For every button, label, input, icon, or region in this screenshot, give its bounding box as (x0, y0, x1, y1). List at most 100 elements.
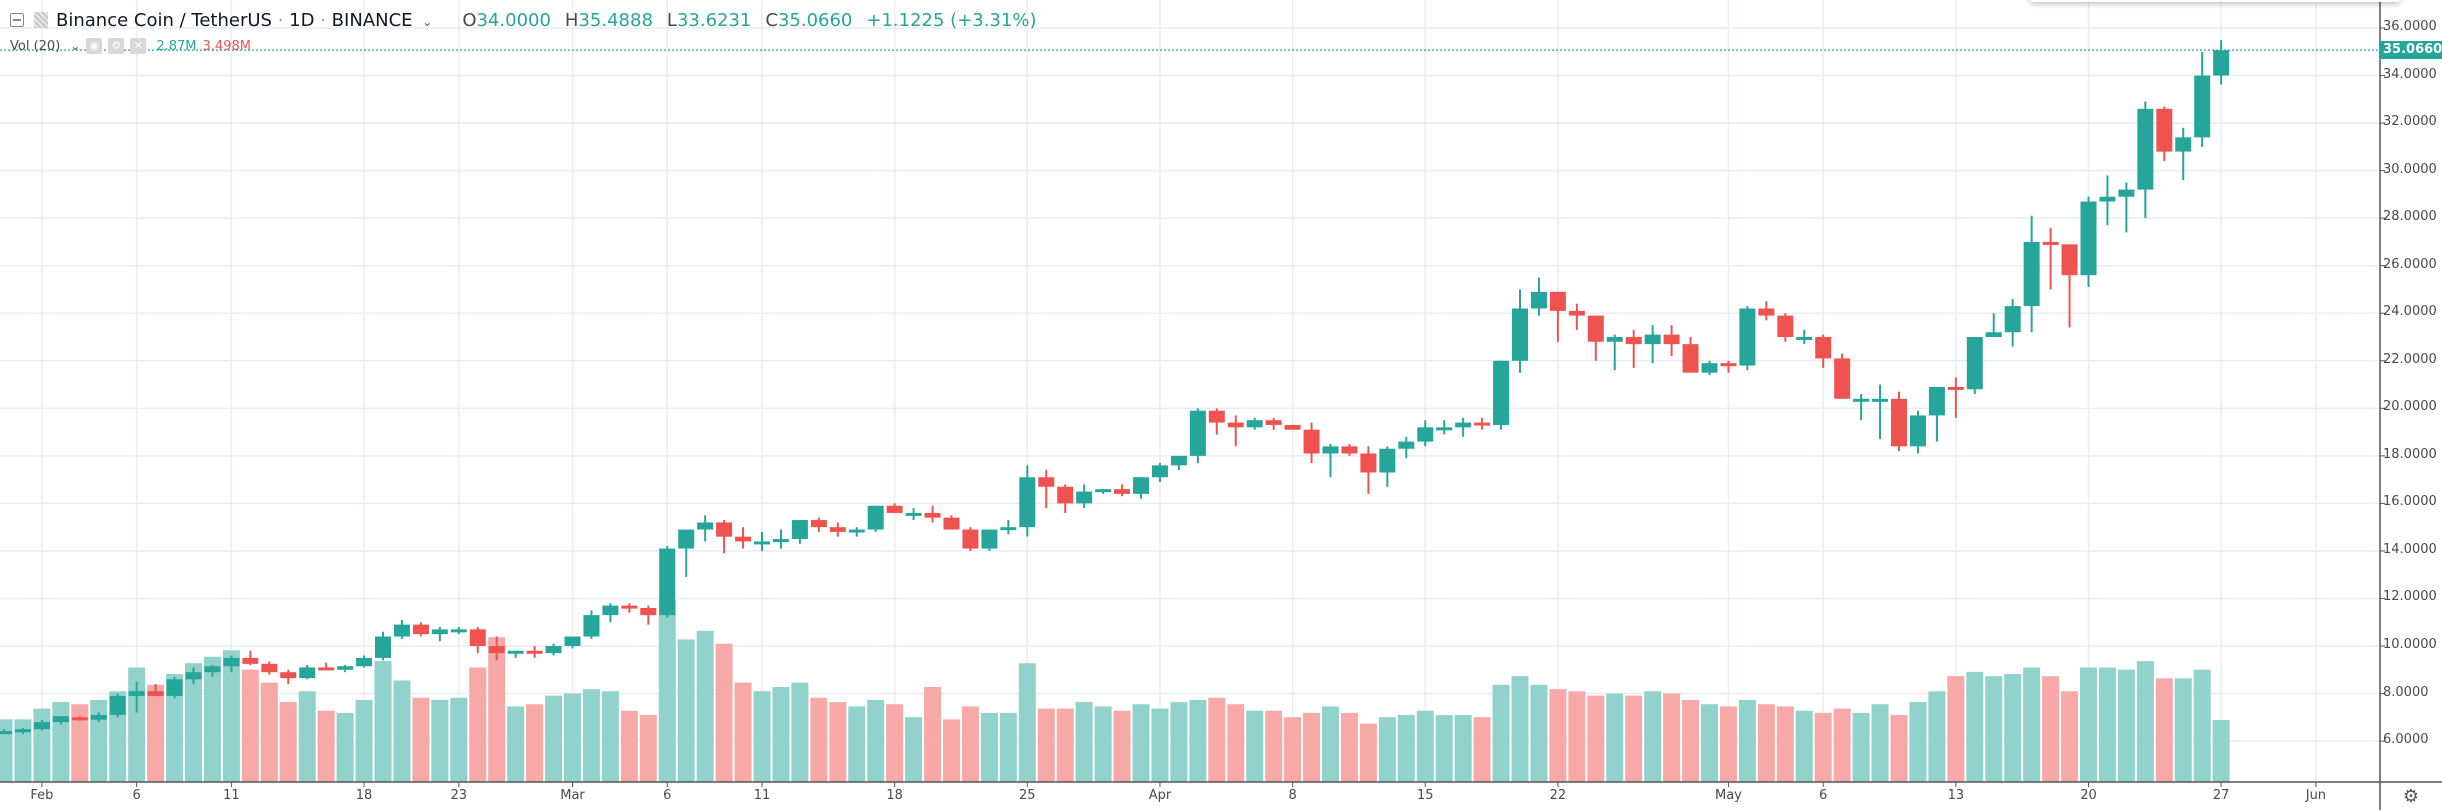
volume-bar (2023, 667, 2041, 782)
volume-bar (241, 669, 259, 782)
volume-bar (1189, 699, 1207, 782)
time-tick-label: 6 (132, 788, 141, 803)
candle-body (1947, 386, 1964, 390)
volume-bar (1985, 676, 2003, 782)
candle-body (14, 729, 31, 733)
price-tick-label: 28.0000 (2383, 209, 2437, 225)
candle-body (1474, 422, 1491, 426)
candle-body (1928, 386, 1945, 416)
volume-title[interactable]: Vol (20) (10, 38, 61, 54)
volume-bar (374, 661, 392, 782)
candle-body (848, 529, 865, 533)
close-value: 35.0660 (777, 9, 853, 31)
volume-bar (1530, 684, 1548, 782)
volume-bar (867, 699, 885, 782)
candle-body (1758, 308, 1775, 316)
volume-bar (564, 693, 581, 782)
candle-body (962, 529, 979, 549)
volume-bar (279, 702, 297, 782)
candle-body (1891, 398, 1907, 447)
candle-body (299, 667, 316, 679)
candle-body (1701, 363, 1718, 373)
candle-body (1246, 420, 1263, 428)
volume-bar (715, 643, 733, 782)
separator: · (320, 9, 326, 31)
volume-bar (336, 712, 354, 782)
candle-body (2118, 189, 2135, 197)
chevron-down-icon[interactable]: ⌄ (70, 39, 81, 53)
volume-bar (71, 704, 89, 782)
eye-icon[interactable]: ◉ (86, 38, 103, 54)
volume-bar (317, 710, 335, 782)
close-icon[interactable]: ✕ (130, 38, 147, 54)
candle-body (52, 716, 69, 723)
gear-icon[interactable]: ⚙ (2402, 786, 2420, 807)
candle-body (375, 636, 391, 658)
volume-bar (166, 674, 184, 782)
symbol-title: Binance Coin / TetherUS (56, 9, 272, 31)
candle-body (0, 731, 12, 735)
volume-bar (1738, 699, 1756, 782)
volume-bar (507, 706, 525, 782)
volume-bar (450, 697, 468, 782)
candle-body (867, 505, 884, 530)
volume-bar (2117, 669, 2135, 782)
volume-bar (810, 697, 828, 782)
volume-bar (1606, 693, 1624, 782)
candle-body (1606, 337, 1623, 342)
collapse-icon[interactable] (10, 13, 24, 27)
candle-body (1057, 486, 1074, 504)
volume-bar (2193, 669, 2211, 782)
candle-body (602, 605, 619, 616)
candle-body (1379, 448, 1396, 473)
candle-body (1853, 398, 1870, 402)
candle-body (128, 691, 145, 696)
volume-bar (1340, 712, 1358, 782)
candle-body (337, 666, 354, 670)
volume-bar (1568, 691, 1586, 782)
time-tick-label: Feb (30, 788, 54, 803)
candle-body (1265, 420, 1282, 425)
volume-bar (355, 699, 373, 782)
candle-body (393, 624, 410, 637)
candle-body (223, 657, 240, 667)
time-tick-label: 13 (1947, 788, 1965, 803)
candle-body (829, 527, 846, 532)
volume-bar (1928, 691, 1946, 782)
volume-bar (1644, 691, 1662, 782)
candle-body (981, 529, 998, 549)
candle-body (545, 646, 562, 654)
volume-legend: Vol (20) ⌄ ◉ ⚙ ✕ 2.87M 3.498M (10, 36, 251, 56)
chevron-down-icon[interactable]: ⌄ (422, 14, 433, 29)
candle-body (2042, 241, 2059, 245)
candle-body (1038, 477, 1055, 487)
volume-bar (1890, 715, 1908, 782)
volume-bar (1719, 706, 1737, 782)
candle-body (1966, 337, 1983, 390)
candle-body (1512, 308, 1528, 361)
time-tick-label: 11 (223, 788, 240, 803)
change-value: +1.1225 (+3.31%) (866, 9, 1037, 31)
volume-bar (658, 600, 676, 782)
time-tick-label: 23 (450, 788, 468, 803)
candle-body (1530, 291, 1547, 309)
volume-bar (52, 702, 70, 782)
candle-body (716, 522, 733, 537)
candle-body (507, 650, 524, 654)
candle-body (431, 629, 448, 635)
volume-bar (943, 719, 960, 782)
close-label: C (765, 9, 778, 31)
candle-body (1436, 427, 1453, 431)
candle-body (640, 607, 657, 616)
time-tick-label: Apr (1148, 788, 1172, 803)
candle-body (1796, 337, 1813, 341)
price-tick-label: 12.0000 (2383, 589, 2437, 605)
candle-body (2099, 196, 2116, 202)
volume-bar (488, 637, 506, 782)
symbol-name[interactable]: Binance Coin / TetherUS · 1D · BINANCE ⌄ (56, 10, 432, 31)
gear-icon[interactable]: ⚙ (108, 38, 125, 54)
time-tick-label: Mar (560, 788, 585, 803)
time-tick-label: 22 (1549, 788, 1567, 803)
